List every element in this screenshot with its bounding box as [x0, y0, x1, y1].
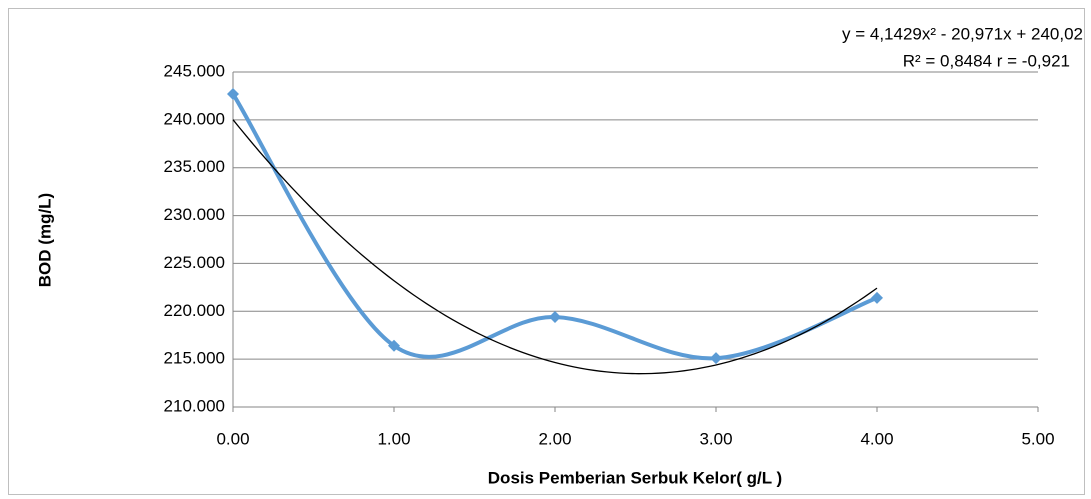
y-tick-label: 215.000	[164, 349, 225, 368]
x-tick-label: 5.00	[1021, 429, 1054, 448]
x-tick-label: 0.00	[216, 429, 249, 448]
series-line	[231, 92, 878, 361]
y-tick-label: 230.000	[164, 205, 225, 224]
x-tick-label: 3.00	[699, 429, 732, 448]
chart-border	[8, 8, 1085, 495]
x-tick-label: 1.00	[377, 429, 410, 448]
y-tick-label: 235.000	[164, 157, 225, 176]
y-tick-label: 210.000	[164, 396, 225, 415]
y-tick-label: 245.000	[164, 61, 225, 80]
marker	[871, 291, 883, 304]
marker	[227, 88, 239, 101]
x-axis-title: Dosis Pemberian Serbuk Kelor( g/L )	[488, 468, 782, 487]
y-tick-label: 225.000	[164, 253, 225, 272]
trend-stats: R² = 0,8484 r = -0,921	[903, 51, 1070, 70]
y-tick-label: 220.000	[164, 301, 225, 320]
y-tick-label: 240.000	[164, 109, 225, 128]
x-tick-label: 2.00	[538, 429, 571, 448]
trend-equation: y = 4,1429x² - 20,971x + 240,02	[842, 24, 1083, 43]
trendline	[232, 119, 878, 375]
marker	[549, 311, 561, 324]
y-axis-title: BOD (mg/L)	[35, 193, 54, 287]
x-tick-label: 4.00	[860, 429, 893, 448]
marker	[710, 352, 722, 365]
marker	[388, 339, 400, 352]
